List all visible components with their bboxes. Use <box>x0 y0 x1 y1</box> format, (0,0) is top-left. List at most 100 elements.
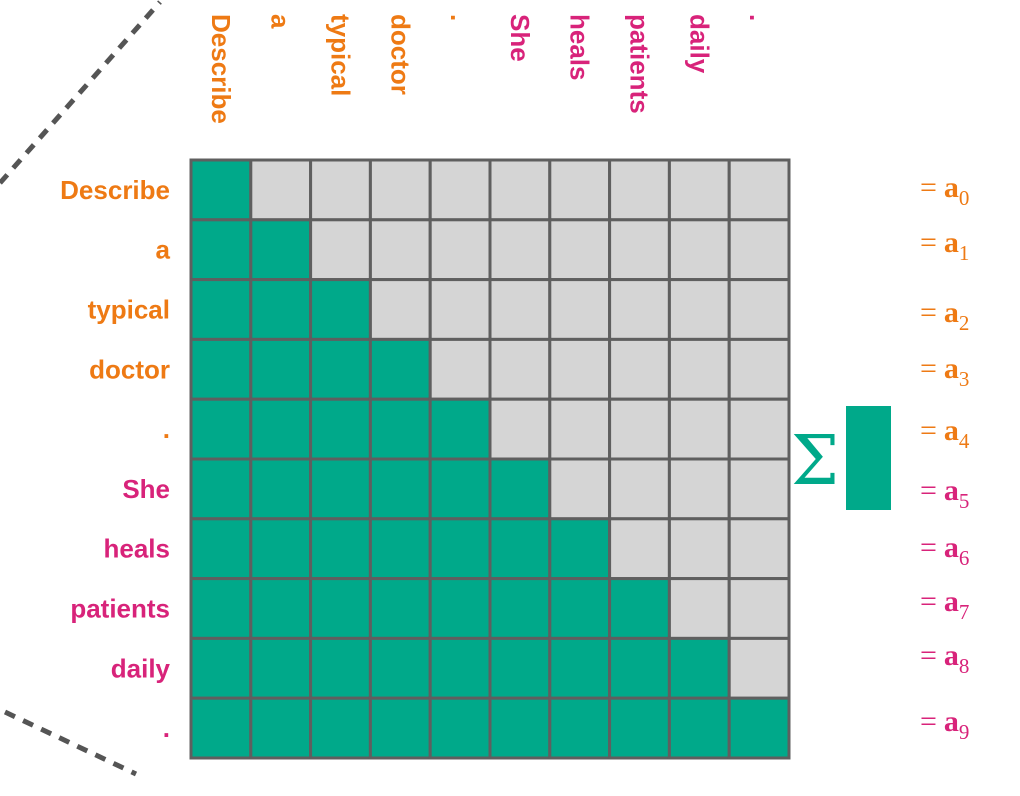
equals-sign: = <box>920 474 937 507</box>
output-symbol: a <box>944 705 959 738</box>
output-symbol: a <box>944 639 959 672</box>
mask-cell-6-5-attended <box>488 517 552 581</box>
equals-sign: = <box>920 296 937 329</box>
green-bar-icon <box>846 406 891 510</box>
column-label-6: heals <box>565 14 595 81</box>
mask-cell-6-9-masked <box>727 517 791 581</box>
output-label-8: = a8 <box>920 639 969 678</box>
output-labels: = a0= a1= a2= a3= a4= a5= a6= a7= a8= a9 <box>920 171 970 744</box>
column-label-7: patients <box>625 14 655 114</box>
row-label-7: patients <box>70 594 170 624</box>
mask-cell-0-4-masked <box>428 158 492 222</box>
column-token-labels: Describe a typical doctor. She heals patients d… <box>206 14 774 124</box>
dashed-line-bottom <box>3 709 138 777</box>
mask-cell-6-2-attended <box>309 517 372 581</box>
mask-cell-4-8-masked <box>667 397 731 461</box>
mask-cell-3-3-attended <box>368 337 432 401</box>
row-label-9: . <box>163 713 170 743</box>
mask-cell-9-9-attended <box>727 696 791 760</box>
mask-cell-7-6-attended <box>548 577 612 640</box>
mask-cell-2-3-masked <box>368 278 432 341</box>
mask-cell-1-3-masked <box>368 218 432 282</box>
mask-cell-5-7-masked <box>608 457 671 521</box>
mask-cell-6-7-masked <box>608 517 671 581</box>
mask-cell-4-5-masked <box>488 397 552 461</box>
mask-cell-3-5-masked <box>488 337 552 401</box>
mask-cell-9-4-attended <box>428 696 492 760</box>
mask-cell-5-2-attended <box>309 457 372 521</box>
mask-cell-1-4-masked <box>428 218 492 282</box>
mask-cell-8-1-attended <box>249 636 313 700</box>
mask-cell-1-6-masked <box>548 218 612 282</box>
mask-cell-2-2-attended <box>309 278 372 341</box>
equals-sign: = <box>920 171 937 204</box>
mask-cell-3-9-masked <box>727 337 791 401</box>
output-symbol: a <box>944 414 959 447</box>
mask-cell-6-8-masked <box>667 517 731 581</box>
output-symbol: a <box>944 352 959 385</box>
mask-cell-2-6-masked <box>548 278 612 341</box>
mask-cell-0-6-masked <box>548 158 612 222</box>
output-label-9: = a9 <box>920 705 969 744</box>
output-label-0: = a0 <box>920 171 969 210</box>
output-label-2: = a2 <box>920 296 969 335</box>
mask-cell-6-6-attended <box>548 517 612 581</box>
output-subscript: 7 <box>959 600 970 624</box>
output-symbol: a <box>944 171 959 204</box>
mask-cell-7-8-masked <box>667 577 731 640</box>
mask-cell-5-1-attended <box>249 457 313 521</box>
mask-cell-0-5-masked <box>488 158 552 222</box>
mask-cell-5-9-masked <box>727 457 791 521</box>
mask-cell-4-1-attended <box>249 397 313 461</box>
row-label-6: heals <box>104 534 171 564</box>
output-subscript: 5 <box>959 489 970 513</box>
mask-cell-0-0-attended <box>189 158 253 222</box>
mask-cell-1-9-masked <box>727 218 791 282</box>
mask-cell-9-7-attended <box>608 696 671 760</box>
mask-cell-7-4-attended <box>428 577 492 640</box>
mask-cell-5-3-attended <box>368 457 432 521</box>
output-label-4: = a4 <box>920 414 970 453</box>
mask-cell-1-8-masked <box>667 218 731 282</box>
mask-cell-0-8-masked <box>667 158 731 222</box>
column-label-2: typical <box>326 14 356 96</box>
mask-cell-1-1-attended <box>249 218 313 282</box>
mask-cell-1-5-masked <box>488 218 552 282</box>
mask-cell-5-8-masked <box>667 457 731 521</box>
output-symbol: a <box>944 474 959 507</box>
equals-sign: = <box>920 705 937 738</box>
mask-cell-7-1-attended <box>249 577 313 640</box>
output-label-6: = a6 <box>920 531 969 570</box>
mask-cell-3-1-attended <box>249 337 313 401</box>
row-label-4: . <box>163 414 170 444</box>
mask-cell-1-2-masked <box>309 218 372 282</box>
output-subscript: 9 <box>959 720 970 744</box>
mask-cell-9-3-attended <box>368 696 432 760</box>
mask-cell-1-7-masked <box>608 218 671 282</box>
mask-cell-7-9-masked <box>727 577 791 640</box>
mask-cell-7-5-attended <box>488 577 552 640</box>
output-symbol: a <box>944 585 959 618</box>
output-subscript: 4 <box>959 429 970 453</box>
column-label-9: . <box>744 14 774 21</box>
column-label-1: a <box>266 14 296 29</box>
mask-cell-9-8-attended <box>667 696 731 760</box>
mask-cell-8-3-attended <box>368 636 432 700</box>
row-label-0: Describe <box>60 175 170 205</box>
mask-cell-2-0-attended <box>189 278 253 341</box>
mask-cell-1-0-attended <box>189 218 253 282</box>
row-token-labels: Describe a typical doctor. She heals patients d… <box>60 175 170 743</box>
mask-cell-8-2-attended <box>309 636 372 700</box>
mask-cell-8-5-attended <box>488 636 552 700</box>
mask-cell-4-4-attended <box>428 397 492 461</box>
output-subscript: 2 <box>959 311 970 335</box>
output-subscript: 3 <box>959 367 970 391</box>
mask-cell-8-6-attended <box>548 636 612 700</box>
mask-cell-2-1-attended <box>249 278 313 341</box>
row-label-8: daily <box>111 653 171 683</box>
mask-cell-0-7-masked <box>608 158 671 222</box>
mask-cell-0-1-masked <box>249 158 313 222</box>
column-label-3: doctor <box>385 14 415 95</box>
mask-cell-2-9-masked <box>727 278 791 341</box>
